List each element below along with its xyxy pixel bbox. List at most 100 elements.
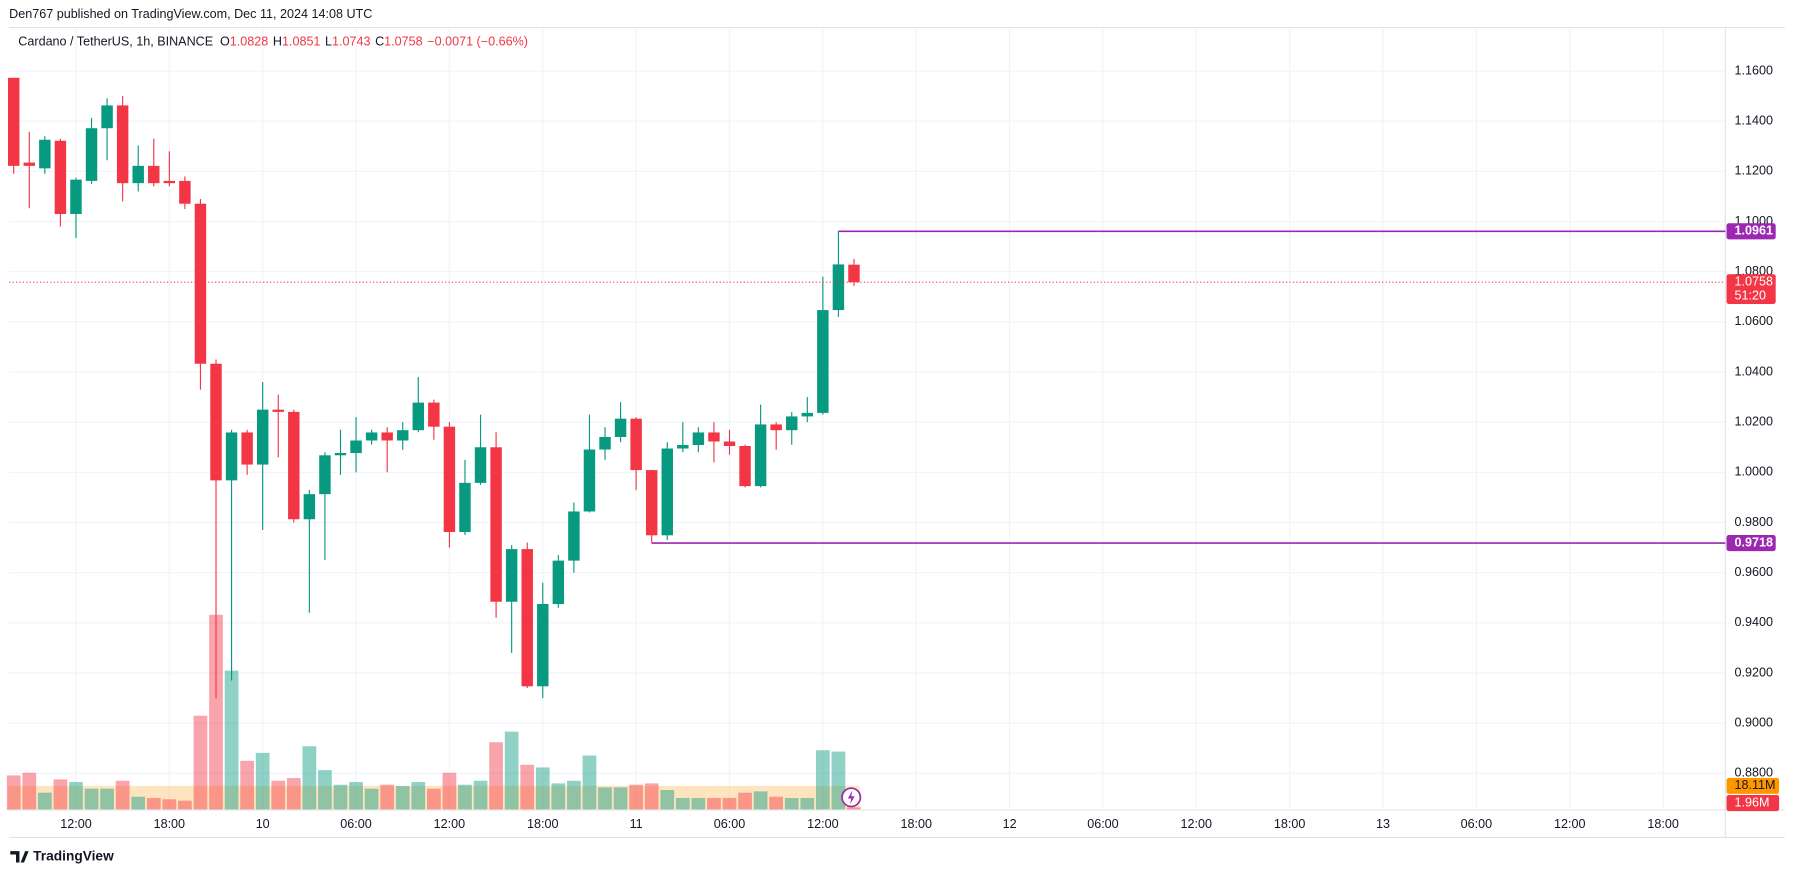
candle-body	[8, 77, 20, 166]
volume-bar	[131, 796, 146, 810]
candle-body	[723, 441, 736, 447]
level-label: 0.9718	[1735, 535, 1773, 549]
volume-bar	[567, 780, 581, 810]
x-tick-label: 11	[630, 817, 643, 831]
y-tick-label: 0.9800	[1735, 515, 1773, 529]
candle-body	[334, 453, 347, 456]
x-tick-label: 06:00	[1461, 817, 1492, 831]
volume-bar	[753, 791, 768, 810]
candle-body	[490, 447, 502, 602]
candle-body	[210, 363, 222, 481]
volume-bar	[629, 784, 644, 810]
volume-bar	[22, 772, 37, 810]
volume-bar	[458, 784, 472, 810]
alert-icon	[841, 787, 862, 808]
volume-bar	[800, 797, 815, 810]
volume-bar	[209, 614, 223, 810]
x-tick-label: 18:00	[527, 817, 558, 831]
candle-body	[132, 165, 144, 184]
candle-body	[832, 264, 845, 311]
candle-body	[381, 432, 393, 441]
volume-bar	[442, 772, 457, 810]
volume-bar	[598, 787, 612, 810]
candle-body	[474, 447, 487, 483]
level-label-bg	[1726, 223, 1776, 240]
y-tick-label: 1.1400	[1735, 114, 1773, 128]
last-price-label: 1.0758	[1735, 275, 1773, 289]
x-tick-label: 12:00	[1181, 817, 1212, 831]
volume-bar	[100, 788, 114, 810]
candle-body	[505, 549, 518, 602]
level-label-bg	[1726, 535, 1776, 552]
x-tick-label: 13	[1376, 817, 1390, 831]
y-tick-label: 1.1600	[1735, 63, 1773, 77]
candle-body	[848, 264, 860, 283]
candle-body	[537, 604, 549, 687]
volume-bar	[380, 784, 395, 810]
candle-body	[225, 432, 238, 481]
candle-body	[163, 180, 176, 184]
legend-key: H	[273, 35, 282, 49]
volume-bar	[37, 792, 52, 810]
y-tick-label: 1.0600	[1735, 314, 1773, 328]
volume-bar	[255, 752, 270, 810]
volume-ma-label-bg	[1726, 777, 1780, 794]
x-tick-label: 12:00	[434, 817, 465, 831]
candle-body	[568, 511, 580, 561]
legend-value: 1.0828	[230, 35, 268, 49]
candle-body	[303, 494, 316, 520]
y-tick-label: 1.0200	[1735, 415, 1773, 429]
candle-body	[677, 445, 689, 449]
x-tick-label: 06:00	[714, 817, 745, 831]
candle-body	[272, 409, 284, 412]
volume-bar	[582, 755, 597, 810]
volume-bar	[426, 788, 441, 810]
candle-body	[85, 128, 98, 181]
volume-bar	[815, 750, 830, 810]
candle-body	[39, 139, 51, 169]
candle-body	[459, 482, 471, 533]
volume-bar	[520, 764, 535, 810]
volume-bar	[364, 788, 379, 810]
volume-bar	[271, 780, 286, 810]
legend-key: L	[325, 35, 332, 49]
y-tick-label: 0.9000	[1735, 715, 1773, 729]
volume-bar	[286, 778, 301, 810]
candle-body	[661, 448, 673, 536]
candle-body	[786, 416, 798, 431]
volume-bar	[489, 742, 503, 810]
volume-bar	[660, 790, 675, 810]
candle-body	[817, 310, 829, 413]
x-tick-label: 18:00	[1647, 817, 1678, 831]
volume-bar	[395, 786, 410, 810]
candle-body	[194, 203, 207, 364]
volume-bar	[675, 797, 690, 810]
candle-body	[443, 426, 456, 533]
candle-body	[241, 432, 253, 465]
volume-bar	[193, 715, 208, 810]
symbol: Cardano / TetherUS, 1h, BINANCE	[18, 35, 213, 49]
candle-body	[521, 549, 533, 687]
y-tick-label: 1.0400	[1735, 364, 1773, 378]
footer: TradingView	[33, 848, 114, 863]
candle-body	[692, 432, 705, 446]
volume-bar	[333, 784, 348, 810]
y-tick-label: 0.9400	[1735, 615, 1773, 629]
x-tick-label: 12:00	[1554, 817, 1585, 831]
volume-bar	[535, 767, 550, 810]
volume-ma-area	[8, 785, 860, 810]
volume-bar	[691, 797, 706, 810]
legend-change: −0.0071 (−0.66%)	[427, 35, 528, 49]
candle-body	[23, 162, 36, 166]
legend: Cardano / TetherUS, 1h, BINANCE O1.0828 H1…	[18, 35, 528, 49]
candle-body	[754, 424, 767, 487]
candle-body	[552, 560, 565, 605]
volume-bar	[769, 796, 784, 810]
x-tick-label: 18:00	[154, 817, 185, 831]
candle-body	[770, 424, 782, 431]
legend-value: 1.0851	[282, 35, 320, 49]
candle-body	[179, 180, 191, 204]
countdown: 51:20	[1735, 288, 1766, 302]
legend-key: O	[220, 35, 230, 49]
